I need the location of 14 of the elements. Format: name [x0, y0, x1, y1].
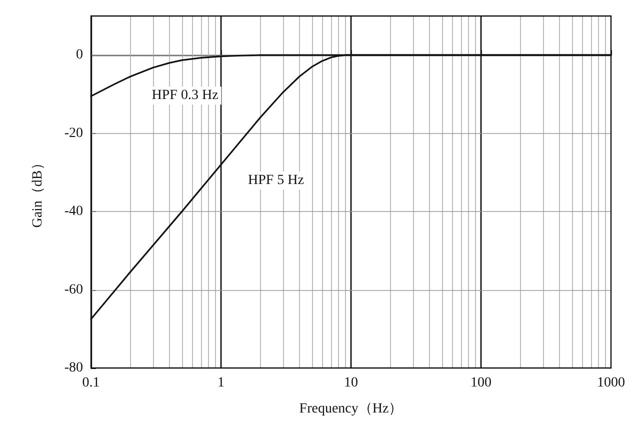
- x-tick-label: 1000: [597, 376, 625, 390]
- series-label: HPF 5 Hz: [248, 173, 304, 188]
- x-tick-label: 0.1: [82, 376, 100, 390]
- y-tick-label: -80: [64, 360, 83, 376]
- y-axis-title: Gain（dB）: [30, 156, 46, 228]
- y-tick-label: -20: [64, 126, 83, 141]
- x-tick-label: 100: [470, 376, 492, 390]
- y-tick-label: -60: [64, 282, 83, 298]
- series-label: HPF 0.3 Hz: [152, 88, 218, 104]
- x-tick-label: 1: [218, 376, 224, 390]
- x-axis-title: Frequency（Hz）: [299, 402, 403, 416]
- x-tick-label: 10: [344, 376, 358, 390]
- y-tick-label: -40: [64, 204, 83, 220]
- y-tick-label: 0: [76, 48, 83, 63]
